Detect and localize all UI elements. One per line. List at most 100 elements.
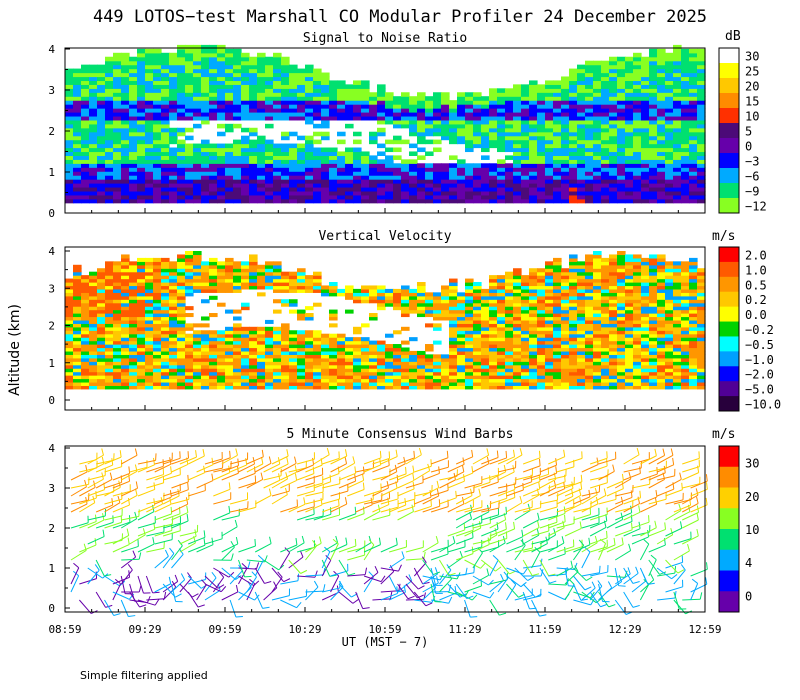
vv-cell	[249, 268, 258, 273]
vv-cell	[145, 333, 154, 338]
snr-cell	[377, 115, 386, 121]
vv-cell	[545, 344, 554, 349]
vv-cell	[641, 385, 650, 390]
vv-cell	[449, 313, 458, 318]
snr-cell	[505, 175, 514, 180]
snr-cell	[633, 190, 642, 196]
snr-cell	[137, 104, 146, 109]
vv-cell	[649, 330, 658, 335]
snr-cell	[625, 151, 634, 156]
snr-cell	[409, 100, 418, 105]
vv-cell	[137, 361, 146, 366]
snr-cell	[177, 186, 186, 192]
vv-cell	[129, 264, 138, 269]
snr-cell	[273, 104, 282, 109]
vv-cell	[649, 306, 658, 311]
snr-cell	[441, 131, 450, 137]
vv-cell	[265, 361, 274, 366]
vv-cell	[585, 268, 594, 273]
snr-cell	[265, 56, 274, 62]
vv-cell	[321, 375, 330, 380]
vv-cell	[569, 309, 578, 314]
snr-cell	[665, 151, 674, 156]
vv-cell	[585, 257, 594, 262]
snr-cell	[137, 48, 146, 54]
vv-cell	[273, 378, 282, 383]
snr-cell	[169, 194, 178, 200]
snr-cell	[569, 171, 578, 176]
vv-cell	[289, 309, 298, 314]
snr-cell	[657, 60, 666, 66]
snr-cell	[89, 167, 98, 172]
snr-cell	[185, 84, 194, 89]
snr-cell	[401, 123, 410, 129]
vv-cell	[345, 309, 354, 314]
vv-cell	[97, 340, 106, 345]
snr-cell	[105, 131, 114, 137]
vv-cell	[121, 295, 130, 300]
snr-cell	[209, 80, 218, 85]
vv-cell	[113, 378, 122, 383]
snr-cell	[697, 143, 706, 149]
snr-cell	[297, 190, 306, 196]
vv-cell	[545, 275, 554, 280]
snr-cell	[641, 100, 650, 105]
vv-cell	[449, 306, 458, 311]
snr-cell	[697, 163, 706, 168]
snr-cell	[193, 84, 202, 89]
vv-cell	[625, 254, 634, 259]
vv-cell	[65, 364, 74, 369]
vv-cell	[249, 357, 258, 362]
snr-cell	[89, 186, 98, 192]
vv-cell	[625, 282, 634, 287]
snr-cell	[673, 147, 682, 153]
snr-cell	[593, 155, 602, 160]
vv-cell	[129, 299, 138, 304]
snr-cell	[241, 179, 250, 184]
vv-cell	[177, 316, 186, 321]
vv-cell	[113, 302, 122, 307]
snr-cell	[257, 171, 266, 176]
vv-cell	[521, 371, 530, 376]
vv-cell	[113, 319, 122, 324]
snr-cell	[193, 88, 202, 93]
snr-cell	[305, 194, 314, 200]
vv-cell	[569, 357, 578, 362]
vv-cell	[481, 381, 490, 386]
snr-cell	[209, 76, 218, 82]
vv-cell	[73, 337, 82, 342]
vv-cell	[305, 275, 314, 280]
snr-cell	[433, 183, 442, 188]
snr-cell	[81, 151, 90, 156]
snr-cell	[561, 155, 570, 160]
vv-cell	[553, 261, 562, 266]
snr-cell	[137, 108, 146, 113]
snr-cell	[521, 123, 530, 129]
vv-cell	[497, 275, 506, 280]
vv-cell	[377, 302, 386, 307]
vv-cell	[137, 268, 146, 273]
snr-cell	[393, 119, 402, 125]
snr-cell	[609, 131, 618, 137]
snr-cell	[129, 135, 138, 141]
snr-cell	[137, 115, 146, 121]
snr-cell	[649, 198, 658, 204]
snr-cell	[441, 183, 450, 188]
snr-cell	[329, 80, 338, 85]
snr-cell	[689, 119, 698, 125]
snr-cell	[561, 115, 570, 121]
snr-cell	[105, 84, 114, 89]
vv-cell	[561, 326, 570, 331]
snr-cell	[569, 104, 578, 109]
snr-cell	[569, 159, 578, 164]
vv-cell	[97, 292, 106, 297]
snr-cell	[577, 100, 586, 105]
vv-cell	[481, 368, 490, 373]
vv-cell	[281, 381, 290, 386]
snr-cell	[569, 96, 578, 101]
vv-cell	[129, 350, 138, 355]
vv-cell	[473, 330, 482, 335]
vv-cell	[81, 282, 90, 287]
snr-cell	[689, 198, 698, 204]
vv-cell	[593, 316, 602, 321]
